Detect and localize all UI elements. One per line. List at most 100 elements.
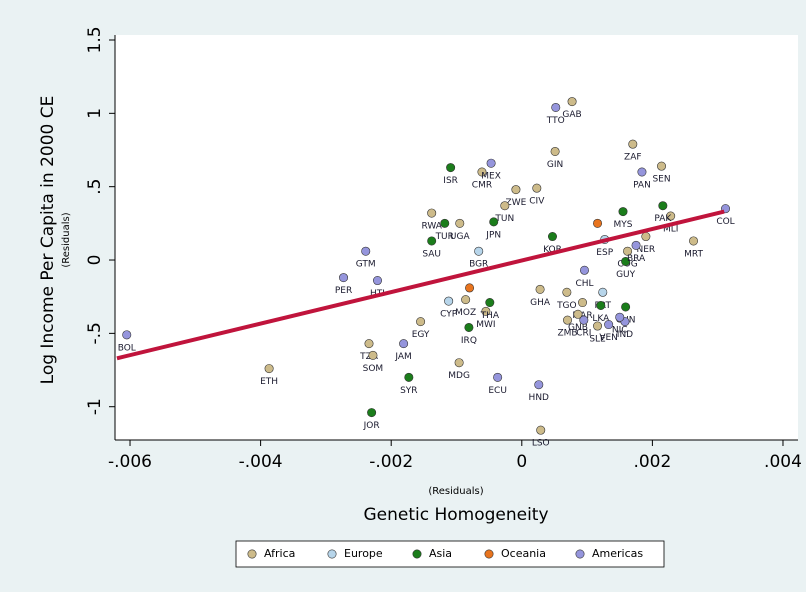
point-label: GTM (356, 260, 376, 270)
point-label: BOL (118, 343, 136, 353)
point-label: JPN (485, 230, 501, 240)
point-label: CRI (576, 329, 591, 339)
point (399, 339, 409, 349)
legend-box (235, 540, 665, 568)
fit-line (116, 209, 725, 361)
point-label: GNB (568, 323, 588, 333)
point (368, 350, 378, 360)
point (551, 102, 561, 112)
point-label: SOM (363, 364, 384, 374)
x-axis-subtitle: (Residuals) (428, 486, 483, 497)
point-label: LSO (532, 439, 550, 449)
point (367, 408, 377, 418)
point-label: SYR (400, 386, 417, 396)
point (454, 358, 464, 368)
point-label: NER (637, 245, 656, 255)
point (493, 372, 503, 382)
point-label: ZMB (557, 329, 577, 339)
point (562, 287, 572, 297)
point (666, 211, 676, 221)
point-label: UGA (450, 232, 471, 242)
legend-label: Oceania (501, 547, 546, 560)
point-label: MWI (476, 320, 495, 330)
point (550, 146, 560, 156)
point (511, 185, 521, 195)
point-label: CYP (440, 310, 458, 320)
point (500, 201, 510, 211)
point-label: CMR (472, 181, 492, 191)
point (637, 167, 647, 177)
y-tick-label: 1.5 (85, 26, 105, 53)
point (615, 312, 625, 322)
point-label: HND (529, 393, 550, 403)
x-axis-title: Genetic Homogeneity (363, 505, 548, 525)
point (446, 163, 456, 173)
point-label: IND (617, 330, 633, 340)
point (621, 256, 631, 266)
point (567, 97, 577, 107)
point (618, 207, 628, 217)
point-label: ZAF (624, 153, 642, 163)
point-label: MRT (684, 249, 703, 259)
point (593, 321, 603, 331)
point (427, 208, 437, 218)
point-label: GUY (616, 270, 636, 280)
legend-marker (327, 549, 337, 559)
point-label: SEN (652, 175, 670, 185)
point (623, 246, 633, 256)
point (444, 296, 454, 306)
point-label: IRQ (461, 336, 477, 346)
point-label: JOR (363, 421, 380, 431)
y-tick-label: 0 (85, 255, 105, 266)
legend-label: Europe (344, 547, 383, 560)
point (658, 201, 668, 211)
point-label: VEN (599, 333, 618, 343)
point (535, 284, 545, 294)
point-label: LKA (592, 314, 610, 324)
point-label: COL (716, 217, 734, 227)
point (464, 322, 474, 332)
point-label: BGR (469, 260, 488, 270)
point (536, 425, 546, 435)
point (621, 302, 631, 312)
point-label: GIN (547, 160, 563, 170)
point-label: TUR (435, 232, 454, 242)
point-label: GAB (562, 110, 581, 120)
y-tick-label: -.5 (85, 322, 105, 344)
point (547, 232, 557, 242)
point (573, 309, 583, 319)
point-label: ISR (443, 176, 458, 186)
legend-marker (247, 549, 257, 559)
point (481, 306, 491, 316)
point-label: ZWE (506, 198, 527, 208)
point-label: PAN (633, 181, 651, 191)
point (593, 218, 603, 228)
point-label: ECU (488, 386, 507, 396)
point-label: THA (480, 311, 500, 321)
point-label: CHL (575, 279, 593, 289)
point (628, 139, 638, 149)
point-label: TTO (546, 116, 565, 126)
point-label: SLE (589, 335, 606, 345)
point-label: JAM (394, 352, 411, 362)
point (465, 283, 475, 293)
point (485, 298, 495, 308)
point (641, 232, 651, 242)
y-axis-title: Log Income Per Capita in 2000 CE (38, 96, 58, 385)
point (361, 246, 371, 256)
point (122, 330, 132, 340)
point-label: PER (335, 286, 352, 296)
point (264, 364, 274, 374)
point-label: MEX (481, 172, 501, 182)
point (578, 298, 588, 308)
point (455, 218, 465, 228)
point (579, 265, 589, 275)
x-tick-label: -.006 (108, 452, 152, 472)
point-label: ESP (596, 248, 613, 258)
point-label: ETH (260, 377, 278, 387)
point-label: NIC (612, 326, 628, 336)
legend-label: Americas (592, 547, 643, 560)
point-label: MLI (663, 225, 678, 235)
point (416, 317, 426, 327)
